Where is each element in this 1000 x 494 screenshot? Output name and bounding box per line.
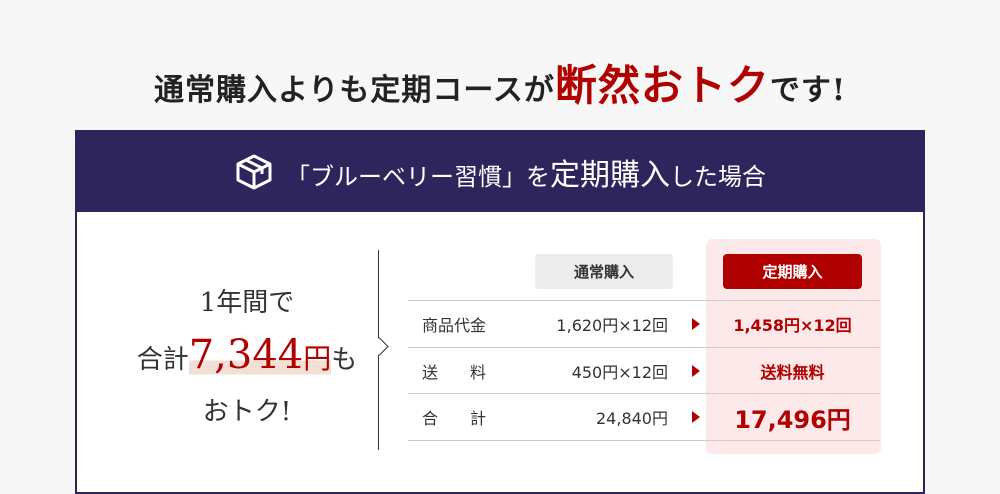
box-icon: [236, 154, 272, 190]
arrow-right-icon: [692, 411, 700, 423]
comparison-panel: 「ブルーベリー習慣」を定期購入した場合 1年間で 合計7,344円も おトク! …: [75, 130, 925, 494]
arrow-right-icon: [692, 318, 700, 330]
row-divider: [408, 393, 880, 394]
normal-purchase-header: 通常購入: [535, 254, 673, 289]
row-divider: [408, 300, 880, 301]
row-divider: [408, 440, 880, 441]
savings-summary: 1年間で 合計7,344円も おトク!: [136, 288, 358, 427]
arrow-right-icon: [692, 365, 700, 377]
savings-amount: 7,344: [188, 332, 304, 378]
row-divider: [408, 347, 880, 348]
table-row: 商品代金 1,620円×12回 1,458円×12回: [422, 316, 852, 335]
table-row: 送 料 450円×12回 送料無料: [422, 363, 825, 382]
table-row: 合 計 24,840円 17,496円: [422, 405, 851, 434]
panel-header: 「ブルーベリー習慣」を定期購入した場合: [77, 132, 923, 212]
subscription-header: 定期購入: [723, 254, 862, 289]
title-emphasis: 断然おトク: [554, 61, 770, 110]
page-title: 通常購入よりも定期コースが断然おトクです!: [153, 61, 847, 110]
